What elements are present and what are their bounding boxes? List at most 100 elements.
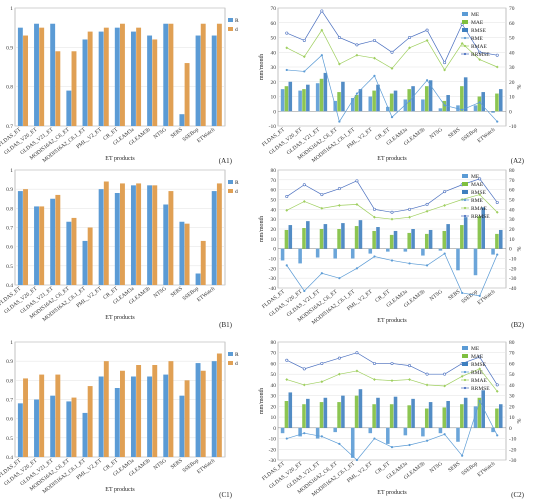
- bar-R: [130, 376, 136, 457]
- point-RMAE: [390, 67, 394, 70]
- point-RMAE: [320, 380, 324, 384]
- y2-tick-label: 0: [509, 426, 512, 432]
- bar-d: [87, 386, 93, 457]
- bar-ME: [350, 97, 355, 112]
- bar-ME: [403, 427, 408, 436]
- point-RME: [355, 267, 359, 270]
- x-tick-label: ETWatch: [196, 458, 216, 476]
- point-RMAE: [443, 384, 447, 388]
- y-tick-label: 60: [271, 188, 277, 194]
- y-tick-label: 30: [271, 65, 277, 71]
- y-tick-label: 0.5: [6, 264, 13, 270]
- point-RMAE: [373, 215, 376, 219]
- legend-label: R: [235, 180, 239, 186]
- bar-ME: [350, 427, 355, 458]
- point-RMAE: [373, 378, 376, 381]
- bar-RMSE: [393, 230, 398, 249]
- bar-ME: [456, 105, 460, 112]
- point-RME: [496, 253, 499, 256]
- y-tick-label: 0: [273, 426, 276, 432]
- x-tick-label: NTSG: [429, 461, 444, 475]
- point-RME: [303, 432, 306, 435]
- y2-tick-label: -10: [509, 257, 517, 263]
- bar-ME: [491, 248, 495, 255]
- point-RRMSE: [320, 9, 324, 13]
- bar-d: [39, 27, 45, 127]
- bar-R: [211, 361, 217, 457]
- legend-swatch: [462, 346, 468, 350]
- bar-R: [163, 23, 169, 126]
- point-RRMSE: [390, 361, 394, 365]
- y-axis-label: mm/month: [259, 216, 265, 242]
- point-RMAE: [320, 28, 324, 32]
- y-tick-label: 40: [271, 383, 277, 389]
- panel-tag: (C1): [219, 491, 233, 499]
- bar-RMSE: [323, 397, 328, 428]
- legend-swatch: [228, 361, 233, 365]
- y-tick-label: 80: [271, 340, 277, 346]
- bar-MAE: [372, 90, 376, 112]
- point-RRMSE: [320, 361, 324, 365]
- legend-label: RRMSE: [471, 52, 490, 58]
- bar-R: [66, 90, 72, 126]
- y-tick-label: 70: [271, 178, 277, 184]
- bar-d: [71, 217, 77, 285]
- legend-swatch: [462, 12, 468, 16]
- bar-ME: [298, 427, 302, 437]
- panel-b1: 0.40.50.60.70.80.91FLDAS_ETGLDAS_V20_ETG…: [0, 168, 239, 329]
- bar-ME: [438, 248, 443, 251]
- point-RRMSE: [372, 207, 376, 211]
- bar-R: [34, 206, 39, 285]
- legend-label: MAE: [471, 20, 484, 26]
- bar-ME: [438, 427, 443, 434]
- bar-MAE: [389, 93, 394, 112]
- bar-MAE: [424, 233, 429, 249]
- point-RMAE: [443, 68, 447, 72]
- y-tick-label: 1: [10, 340, 13, 346]
- point-RRMSE: [408, 364, 412, 368]
- y-tick-label: -10: [269, 257, 277, 263]
- bar-ME: [280, 248, 285, 261]
- bar-d: [23, 378, 28, 457]
- y-tick-label: 0.8: [6, 206, 13, 212]
- point-RME: [320, 272, 323, 275]
- y2-tick-label: 10: [509, 95, 515, 101]
- legend-label: RME: [471, 36, 484, 42]
- point-RMAE: [425, 39, 429, 42]
- bar-RMSE: [341, 223, 345, 249]
- point-RME: [338, 120, 341, 123]
- y-tick-label: 70: [271, 351, 277, 357]
- y2-tick-label: 70: [509, 178, 515, 184]
- bar-d: [168, 361, 174, 457]
- y-tick-label: 0.9: [6, 45, 13, 51]
- bar-d: [136, 27, 142, 127]
- x-tick-label: ETWatch: [477, 127, 497, 145]
- bar-R: [66, 401, 72, 457]
- point-RME: [355, 458, 359, 462]
- x-tick-label: NTSG: [153, 286, 168, 300]
- point-RMAE: [460, 374, 464, 378]
- point-RME: [461, 454, 464, 457]
- bar-RMSE: [446, 95, 450, 112]
- point-RRMSE: [302, 38, 306, 42]
- point-RME: [478, 101, 481, 104]
- point-RME: [425, 79, 429, 82]
- y-tick-label: 0.4: [6, 455, 13, 461]
- bar-MAE: [389, 234, 394, 249]
- bar-RMSE: [428, 229, 433, 249]
- y-tick-label: 10: [271, 237, 277, 243]
- point-RMAE: [302, 383, 306, 387]
- legend-label: RME: [471, 370, 484, 376]
- point-RMAE: [285, 378, 289, 381]
- y2-tick-label: -10: [509, 124, 517, 130]
- panel-tag: (C2): [511, 491, 525, 499]
- x-axis-label: ET products: [105, 487, 135, 493]
- point-RRMSE: [425, 202, 429, 206]
- bar-RMSE: [376, 397, 380, 428]
- bar-MAE: [477, 216, 482, 249]
- bar-R: [195, 35, 201, 126]
- legend-label: RRMSE: [471, 386, 490, 392]
- legend-label: RMAE: [471, 44, 488, 50]
- bar-RMSE: [411, 398, 415, 428]
- y-tick-label: -30: [269, 458, 277, 464]
